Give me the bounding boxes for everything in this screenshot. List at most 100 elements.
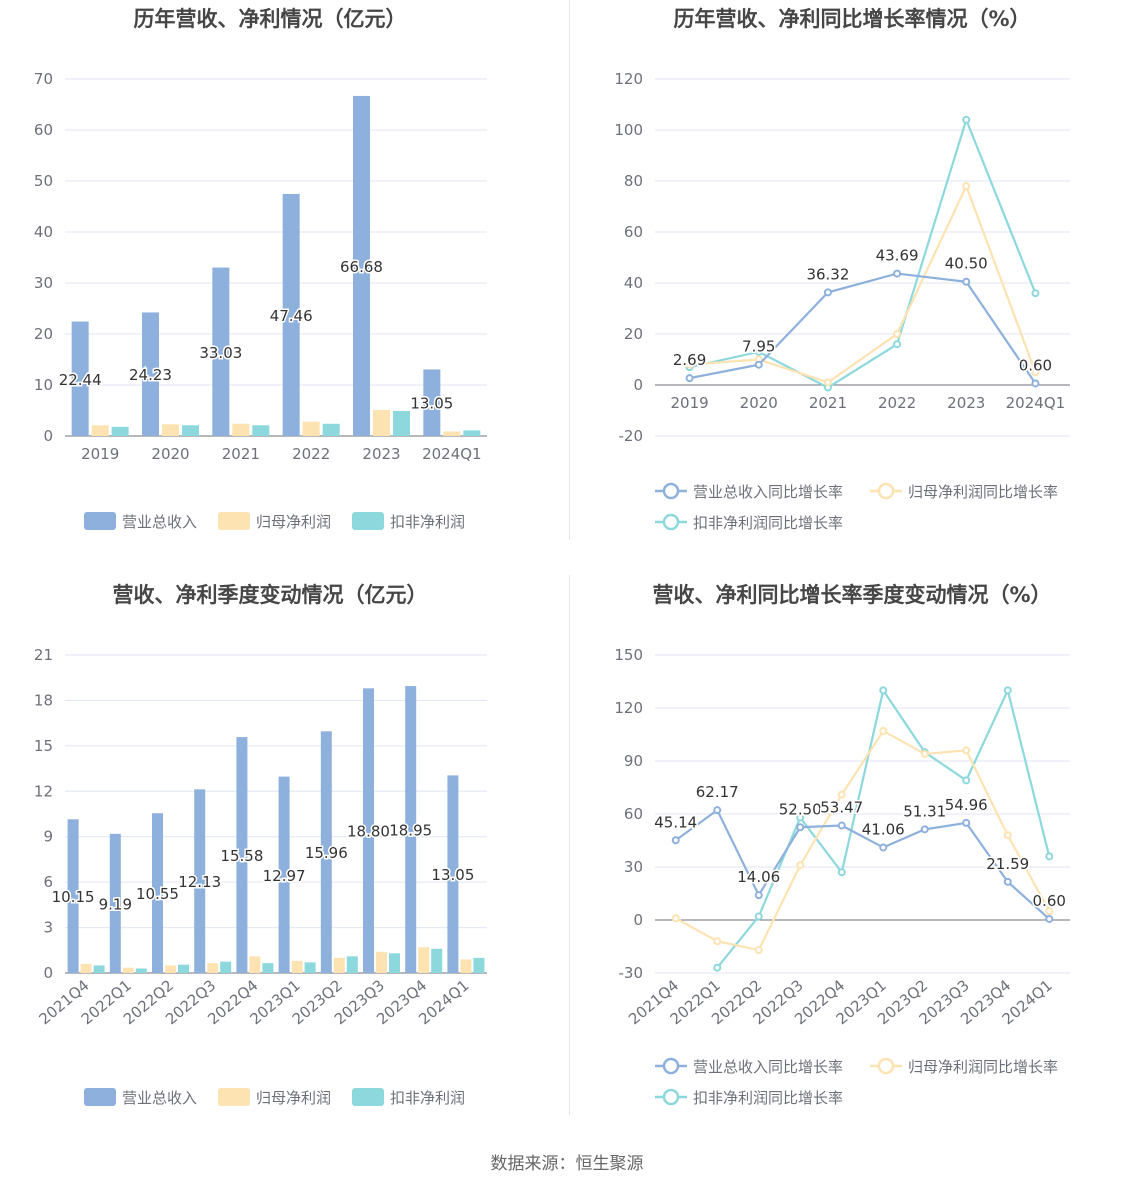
chart4-point xyxy=(962,776,971,785)
chart1-xtick-label: 2023 xyxy=(362,445,400,463)
chart2-series-line xyxy=(689,116,1037,389)
chart3-bar xyxy=(249,956,261,973)
chart3-ytick-label: 3 xyxy=(43,919,53,937)
chart4-legend-marker xyxy=(662,1088,680,1106)
chart4-data-label: 52.50 xyxy=(779,800,822,818)
chart3-bar xyxy=(405,686,417,973)
chart1-ytick-label: 30 xyxy=(34,274,53,292)
chart3-data-label: 18.80 xyxy=(347,823,390,841)
chart4-point xyxy=(837,821,846,830)
chart3-ytick-label: 21 xyxy=(34,646,53,664)
chart1-legend-label: 营业总收入 xyxy=(122,513,197,531)
chart1-bar xyxy=(393,411,410,436)
chart3-ytick-label: 18 xyxy=(34,691,53,709)
vertical-divider-top xyxy=(569,0,570,540)
chart4-series-line xyxy=(675,729,1051,952)
chart3-ytick-label: 0 xyxy=(43,964,53,982)
chart4-legend-marker xyxy=(877,1057,895,1075)
chart1-bar xyxy=(252,425,270,436)
chart4-point xyxy=(920,825,929,834)
chart3-bar xyxy=(333,957,345,973)
chart1-bar xyxy=(443,431,461,436)
chart4-point xyxy=(1045,907,1054,916)
chart3-legend-label: 扣非净利润 xyxy=(390,1089,465,1107)
chart1-bar xyxy=(463,430,481,436)
chart2-point xyxy=(1031,289,1040,298)
chart4-point xyxy=(713,937,722,946)
chart3-bar xyxy=(363,688,374,973)
chart4-ytick-label: 150 xyxy=(614,646,643,664)
chart3-bar xyxy=(152,813,163,973)
chart4-point xyxy=(713,806,722,815)
chart1-legend-swatch xyxy=(218,512,250,530)
chart3-legend-label: 营业总收入 xyxy=(122,1089,197,1107)
chart3-ytick-label: 15 xyxy=(34,737,53,755)
chart3-bar xyxy=(80,963,92,973)
chart4-data-label: 53.47 xyxy=(820,799,863,817)
chart1-bar xyxy=(71,321,89,436)
chart2-point xyxy=(685,360,694,369)
chart3-ytick-label: 9 xyxy=(43,828,53,846)
chart3-data-label: 13.05 xyxy=(431,866,474,884)
chart2-point xyxy=(754,360,763,369)
chart1-bar xyxy=(142,312,159,436)
chart4-legend-label: 扣非净利润同比增长率 xyxy=(693,1089,843,1107)
chart1-ytick-label: 10 xyxy=(34,376,53,394)
chart3-bar xyxy=(376,951,387,973)
chart4-point xyxy=(962,818,971,827)
chart4-data-label: 62.17 xyxy=(696,783,739,801)
chart2-data-label: 0.60 xyxy=(1019,356,1052,374)
chart2-xtick-label: 2021 xyxy=(809,394,847,412)
chart2-xtick-label: 2022 xyxy=(878,394,916,412)
chart1-ytick-label: 70 xyxy=(34,70,53,88)
chart4-point xyxy=(837,790,846,799)
chart3-title: 营收、净利季度变动情况（亿元） xyxy=(113,583,428,607)
chart1-bar xyxy=(111,426,129,436)
chart2-legend-label: 归母净利润同比增长率 xyxy=(908,483,1058,501)
chart3-data-label: 12.97 xyxy=(263,867,306,885)
chart4-point xyxy=(1003,877,1012,886)
chart3-bar xyxy=(431,948,443,973)
chart2-ytick-label: 80 xyxy=(624,172,643,190)
chart2-xtick-label: 2023 xyxy=(947,394,985,412)
chart2-series-line xyxy=(689,272,1037,385)
chart2-point xyxy=(823,378,832,387)
chart1-bar xyxy=(212,267,230,436)
chart2-point xyxy=(962,277,971,286)
chart1-ytick-label: 40 xyxy=(34,223,53,241)
chart4-point xyxy=(754,891,763,900)
chart4-ytick-label: 90 xyxy=(624,752,643,770)
chart2-point xyxy=(893,340,902,349)
chart1-bar xyxy=(373,409,390,436)
chart4-legend-label: 归母净利润同比增长率 xyxy=(908,1058,1058,1076)
chart4-series-line xyxy=(675,808,1050,920)
chart4-title: 营收、净利同比增长率季度变动情况（%） xyxy=(652,583,1051,607)
chart2-ytick-label: 120 xyxy=(614,70,643,88)
chart3-bar xyxy=(207,963,219,973)
chart1-xtick-label: 2019 xyxy=(81,445,119,463)
chart1-ytick-label: 60 xyxy=(34,121,53,139)
chart1-legend-swatch xyxy=(352,512,384,530)
chart4-point xyxy=(962,746,971,755)
chart2-point xyxy=(893,269,902,278)
chart3-bar xyxy=(346,956,358,973)
chart3-bar xyxy=(122,967,134,973)
chart1-ytick-label: 50 xyxy=(34,172,53,190)
chart1-data-label: 22.44 xyxy=(59,371,102,389)
chart4-legend-label: 营业总收入同比增长率 xyxy=(693,1058,843,1076)
chart3-bar xyxy=(304,962,316,973)
chart2-ytick-label: 100 xyxy=(614,121,643,139)
chart4-point xyxy=(671,914,680,923)
chart1-bar xyxy=(302,421,320,436)
chart4-point xyxy=(796,823,805,832)
chart1-data-label: 33.03 xyxy=(199,344,242,362)
chart3-bar xyxy=(165,965,176,973)
chart3-ytick-label: 6 xyxy=(43,873,53,891)
chart2-point xyxy=(962,182,971,191)
chart4-legend-marker xyxy=(662,1057,680,1075)
chart4-point xyxy=(879,686,888,695)
chart1-ytick-label: 20 xyxy=(34,325,53,343)
chart3-data-label: 18.95 xyxy=(389,822,432,840)
chart2-legend-marker xyxy=(662,482,680,500)
chart3-bar xyxy=(418,947,430,973)
